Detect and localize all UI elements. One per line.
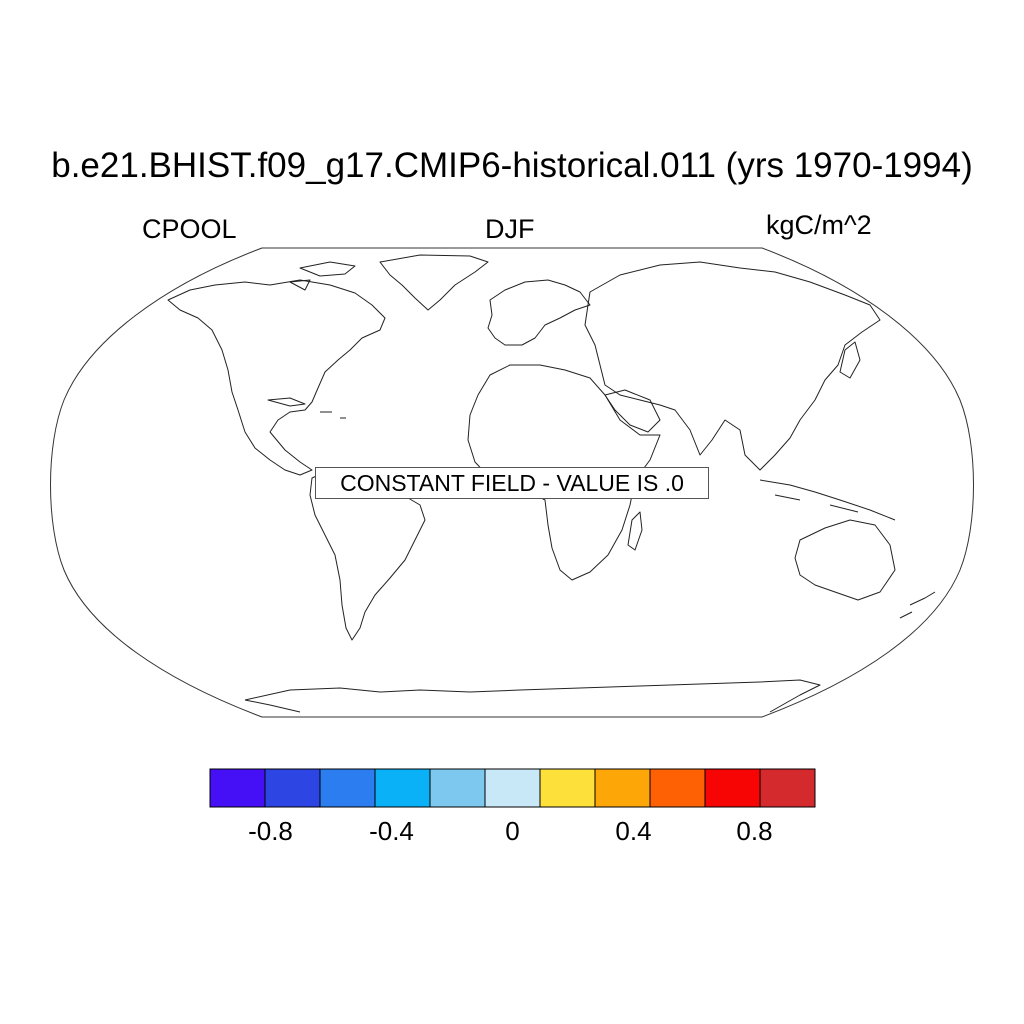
arabia-coast — [604, 389, 661, 433]
indonesia-coast — [759, 479, 896, 521]
colorbar-tick-label: -0.8 — [248, 816, 293, 846]
antarctic-peninsula-coast — [244, 699, 301, 713]
colorbar-swatch — [264, 768, 321, 808]
colorbar-swatch — [429, 768, 486, 808]
colorbar-swatch — [704, 768, 761, 808]
season-label: DJF — [485, 214, 535, 244]
colorbar-swatch — [594, 768, 651, 808]
asia-coast — [584, 261, 881, 471]
antarctica-coast — [244, 679, 821, 713]
colorbar-tick-label: 0.4 — [615, 816, 652, 846]
colorbar-swatch — [649, 768, 706, 808]
colorbar-swatch — [484, 768, 541, 808]
figure-title: b.e21.BHIST.f09_g17.CMIP6-historical.011… — [51, 146, 973, 185]
europe-coast — [487, 279, 591, 346]
variable-label: CPOOL — [142, 214, 237, 244]
units-label: kgC/m^2 — [766, 210, 872, 240]
madagascar-coast — [627, 511, 643, 551]
colorbar-swatch — [759, 768, 816, 808]
north-america-coast — [167, 279, 386, 476]
australia-coast — [794, 519, 896, 601]
japan-coast — [839, 341, 861, 379]
colorbar-swatch — [374, 768, 431, 808]
greenland-coast — [379, 254, 489, 311]
arctic-islands-coast — [289, 261, 356, 291]
constant-field-notice: CONSTANT FIELD - VALUE IS .0 — [315, 467, 709, 499]
colorbar-swatch — [209, 768, 266, 808]
colorbar-tick-label: -0.4 — [369, 816, 414, 846]
caribbean-coast — [267, 397, 346, 419]
colorbar-swatch — [539, 768, 596, 808]
colorbar-swatch — [319, 768, 376, 808]
colorbar-tick-label: 0 — [505, 816, 520, 846]
colorbar-tick-label: 0.8 — [736, 816, 773, 846]
new-zealand-coast — [899, 591, 936, 619]
